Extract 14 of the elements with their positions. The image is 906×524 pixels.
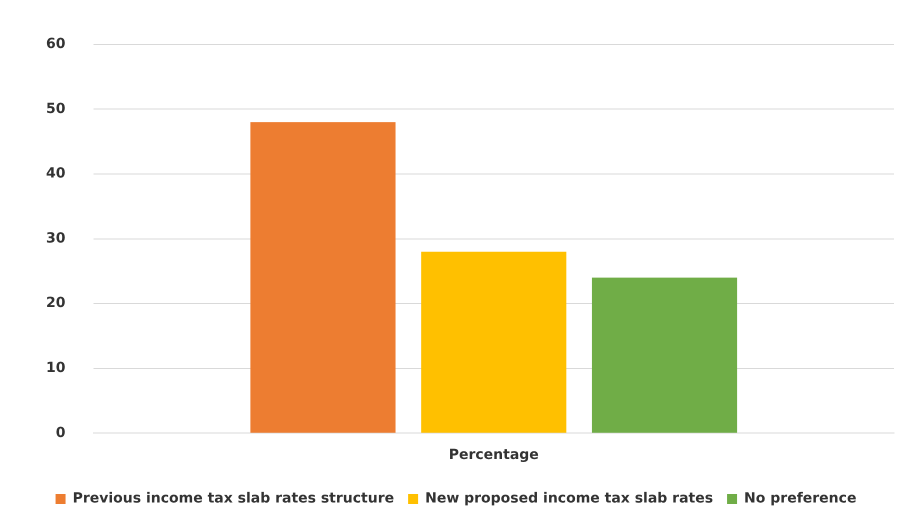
y-tick-label: 40 — [46, 166, 66, 182]
y-tick-label: 50 — [46, 100, 66, 117]
bar — [592, 278, 738, 433]
legend-label: New proposed income tax slab rates — [425, 490, 714, 507]
legend-label: Previous income tax slab rates structure — [72, 490, 394, 507]
x-tick-label: Percentage — [448, 447, 539, 464]
bar — [421, 252, 566, 433]
bar — [250, 122, 396, 433]
legend-label: No preference — [744, 490, 856, 507]
y-tick-label: 60 — [46, 36, 66, 52]
y-tick-label: 20 — [46, 295, 66, 312]
y-tick-label: 10 — [46, 360, 66, 376]
y-tick-label: 30 — [46, 230, 66, 246]
y-tick-label: 0 — [56, 424, 66, 441]
